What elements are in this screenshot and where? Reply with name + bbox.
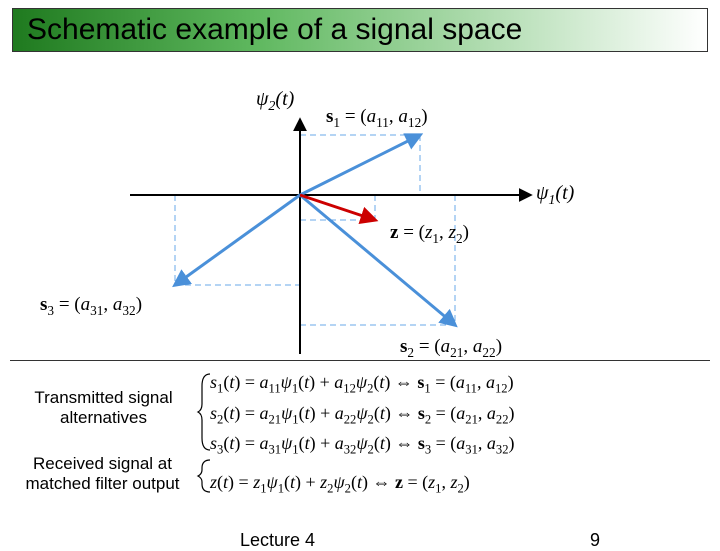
- label-s2: s2 = (a21, a22): [400, 336, 502, 361]
- eq-s1: s1(t) = a11ψ1(t) + a12ψ2(t) ⇔ s1 = (a11,…: [210, 372, 514, 397]
- page-title: Schematic example of a signal space: [27, 13, 522, 47]
- footer-lecture: Lecture 4: [240, 530, 315, 551]
- eq-s3: s3(t) = a31ψ1(t) + a32ψ2(t) ⇔ s3 = (a31,…: [210, 433, 514, 458]
- signal-space-diagram: ψ2(t) ψ1(t) s1 = (a11, a12) s2 = (a21, a…: [0, 60, 720, 360]
- eq-s2: s2(t) = a21ψ1(t) + a22ψ2(t) ⇔ s2 = (a21,…: [210, 403, 514, 428]
- label-z: z = (z1, z2): [390, 222, 469, 247]
- equations-block: s1(t) = a11ψ1(t) + a12ψ2(t) ⇔ s1 = (a11,…: [210, 372, 514, 502]
- caption-transmitted: Transmitted signalalternatives: [16, 388, 191, 429]
- label-s3: s3 = (a31, a32): [40, 294, 142, 319]
- y-axis-label: ψ2(t): [256, 88, 294, 115]
- title-bar: Schematic example of a signal space: [12, 8, 708, 52]
- footer-page: 9: [590, 530, 600, 551]
- vector-z: [300, 195, 375, 220]
- x-axis-label: ψ1(t): [536, 182, 574, 209]
- vector-s2: [300, 195, 455, 325]
- vector-s3: [175, 195, 300, 285]
- divider: [10, 360, 710, 361]
- caption-received: Received signal atmatched filter output: [10, 454, 195, 495]
- eq-z: z(t) = z1ψ1(t) + z2ψ2(t) ⇔ z = (z1, z2): [210, 472, 514, 497]
- label-s1: s1 = (a11, a12): [326, 106, 428, 131]
- vector-s1: [300, 135, 420, 195]
